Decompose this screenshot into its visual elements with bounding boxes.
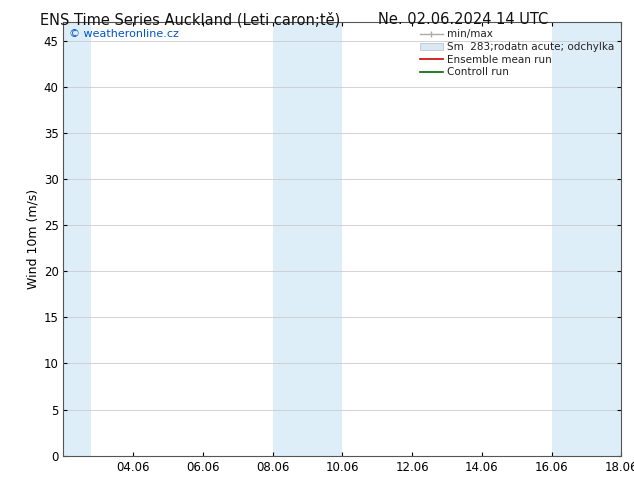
Bar	[63, 22, 91, 456]
Bar	[273, 22, 342, 456]
Text: Ne. 02.06.2024 14 UTC: Ne. 02.06.2024 14 UTC	[378, 12, 548, 27]
Y-axis label: Wind 10m (m/s): Wind 10m (m/s)	[27, 189, 39, 289]
Legend: min/max, Sm  283;rodatn acute; odchylka, Ensemble mean run, Controll run: min/max, Sm 283;rodatn acute; odchylka, …	[418, 27, 616, 79]
Text: © weatheronline.cz: © weatheronline.cz	[69, 28, 179, 39]
Bar	[552, 22, 621, 456]
Text: ENS Time Series Auckland (Leti caron;tě): ENS Time Series Auckland (Leti caron;tě)	[40, 12, 340, 28]
